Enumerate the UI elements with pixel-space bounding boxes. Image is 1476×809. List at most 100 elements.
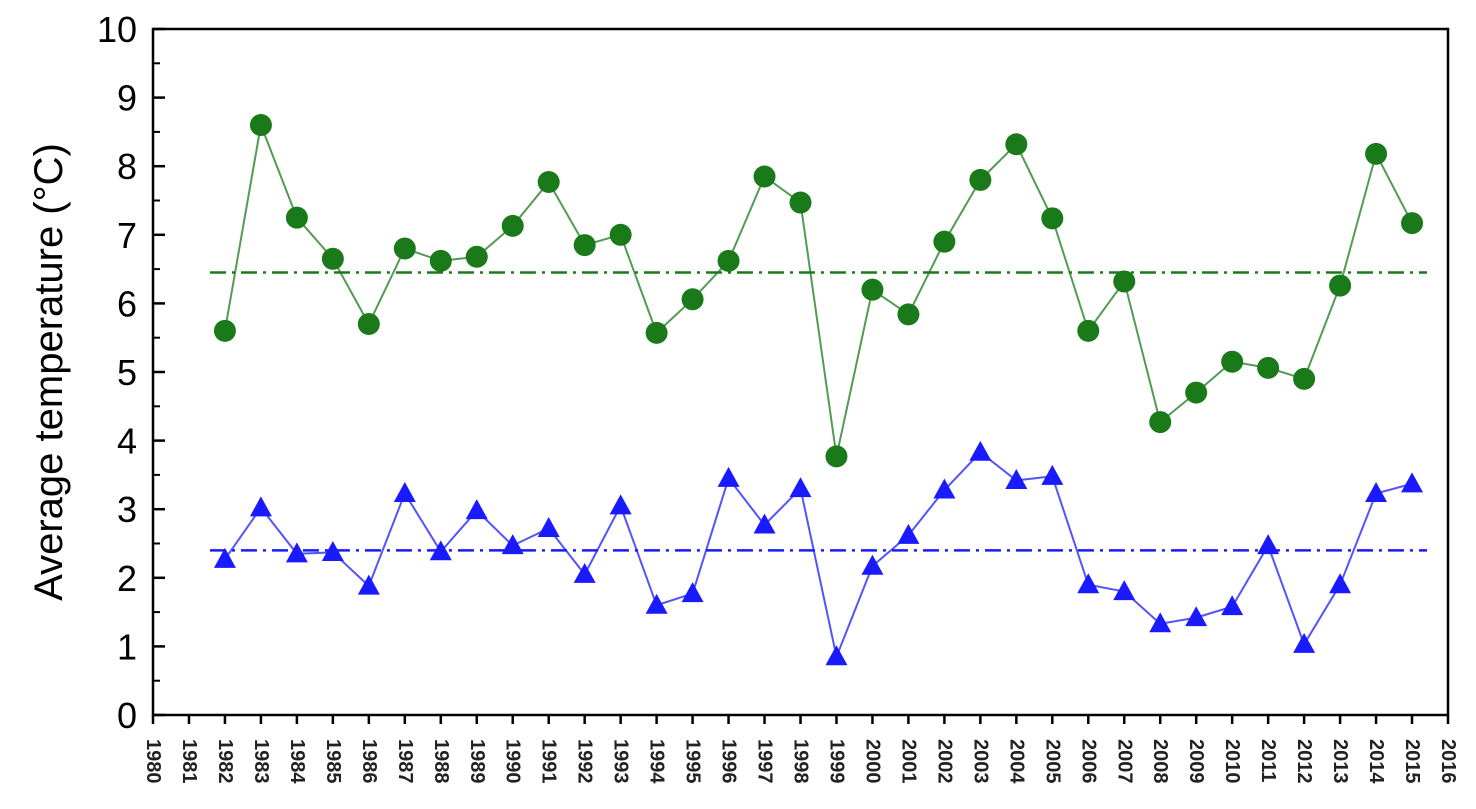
x-tick-label: 2008: [1149, 739, 1171, 784]
x-tick-label: 2015: [1401, 739, 1423, 784]
data-point-triangle: [321, 541, 344, 561]
x-tick-label: 2010: [1221, 739, 1243, 784]
data-point-triangle: [1257, 534, 1280, 555]
data-point-triangle: [537, 517, 560, 537]
data-point-circle: [789, 191, 812, 214]
series-line: [224, 450, 1413, 661]
data-point-circle: [1329, 274, 1352, 297]
data-point-circle: [969, 168, 992, 191]
x-tick-label: 1981: [178, 739, 200, 784]
data-point-circle: [1149, 411, 1172, 434]
data-point-circle: [1185, 381, 1208, 404]
data-point-triangle: [1401, 472, 1424, 493]
x-tick-label: 2013: [1329, 739, 1351, 784]
plot-frame: [151, 27, 1450, 717]
data-point-circle: [1401, 212, 1424, 235]
x-tick-label: 2011: [1257, 739, 1279, 782]
x-tick-label: 1989: [466, 739, 488, 784]
y-tick-label: 4: [117, 421, 137, 462]
y-tick-label: 10: [97, 9, 137, 50]
data-point-triangle: [717, 466, 740, 487]
data-series: [213, 114, 1424, 666]
x-tick-label: 1984: [286, 739, 308, 784]
y-tick-label: 2: [117, 558, 137, 599]
data-point-circle: [1041, 207, 1064, 230]
x-tick-label: 2009: [1185, 739, 1207, 784]
data-point-triangle: [789, 477, 812, 498]
data-point-triangle: [1149, 612, 1172, 633]
data-point-triangle: [825, 645, 848, 666]
data-point-circle: [249, 114, 272, 137]
mean-lines: [209, 271, 1428, 552]
data-point-circle: [933, 230, 956, 253]
data-point-circle: [1077, 319, 1100, 342]
series-line: [223, 121, 1413, 457]
x-tick-label: 1980: [142, 739, 164, 784]
data-point-triangle: [681, 582, 704, 603]
x-tick-label: 2014: [1365, 739, 1387, 784]
x-tick-label: 2000: [861, 739, 883, 784]
x-tick-label: 1994: [646, 739, 668, 784]
y-tick-label: 8: [117, 146, 137, 187]
y-tick-label: 5: [117, 352, 137, 393]
data-point-triangle: [1005, 468, 1028, 489]
data-point-triangle: [393, 482, 416, 502]
x-tick-label: 2006: [1077, 739, 1099, 784]
data-point-triangle: [465, 499, 488, 520]
data-point-triangle: [357, 574, 380, 595]
data-point-triangle: [1113, 580, 1136, 601]
y-tick-label: 3: [117, 489, 137, 530]
x-tick-label: 1982: [214, 739, 236, 784]
x-tick-label: 1997: [754, 739, 776, 784]
y-tick-label: 6: [117, 283, 137, 324]
x-tick-label: 1993: [610, 739, 632, 784]
data-point-circle: [465, 245, 488, 268]
data-point-triangle: [969, 440, 992, 461]
data-point-triangle: [645, 593, 668, 614]
data-point-circle: [501, 214, 524, 237]
y-tick-label: 7: [117, 215, 137, 256]
data-point-triangle: [897, 523, 920, 544]
data-point-triangle: [501, 534, 524, 555]
x-tick-label: 2016: [1437, 739, 1459, 784]
y-tick-label: 9: [117, 78, 137, 119]
data-point-circle: [1257, 356, 1280, 379]
data-point-triangle: [573, 562, 596, 583]
data-point-triangle: [1041, 464, 1064, 485]
x-axis: 1980 1981 1982 1983 1984 1985 1986 1987 1988 1989…: [142, 715, 1459, 784]
data-point-circle: [753, 165, 776, 188]
data-point-circle: [357, 312, 380, 335]
x-tick-label: 2005: [1041, 739, 1063, 784]
x-tick-label: 1986: [358, 739, 380, 784]
data-point-circle: [861, 278, 884, 301]
data-point-circle: [321, 247, 344, 270]
data-point-circle: [429, 249, 452, 272]
data-point-triangle: [1221, 595, 1244, 616]
data-point-triangle: [1365, 482, 1388, 502]
data-point-circle: [825, 445, 848, 468]
data-point-circle: [537, 170, 560, 193]
data-point-circle: [645, 321, 668, 344]
data-point-circle: [681, 288, 704, 311]
y-tick-label: 0: [117, 695, 137, 736]
data-point-circle: [1005, 133, 1028, 156]
x-tick-label: 1995: [682, 739, 704, 784]
y-axis: 0 1 2 3 4 5 6 7 8 9 10: [97, 9, 165, 736]
x-tick-label: 2004: [1005, 739, 1027, 784]
x-tick-label: 1987: [394, 739, 416, 784]
data-point-circle: [897, 303, 920, 326]
x-tick-label: 2003: [969, 739, 991, 784]
data-point-triangle: [249, 496, 272, 517]
data-point-circle: [717, 249, 740, 272]
x-tick-label: 2001: [897, 739, 919, 784]
data-point-circle: [1113, 270, 1136, 293]
data-point-triangle: [1329, 573, 1352, 594]
x-tick-label: 2012: [1293, 739, 1315, 784]
x-tick-label: 1990: [502, 739, 524, 784]
data-point-circle: [285, 206, 308, 229]
data-point-circle: [213, 319, 236, 342]
x-tick-label: 1985: [322, 739, 344, 784]
data-point-circle: [609, 223, 632, 246]
